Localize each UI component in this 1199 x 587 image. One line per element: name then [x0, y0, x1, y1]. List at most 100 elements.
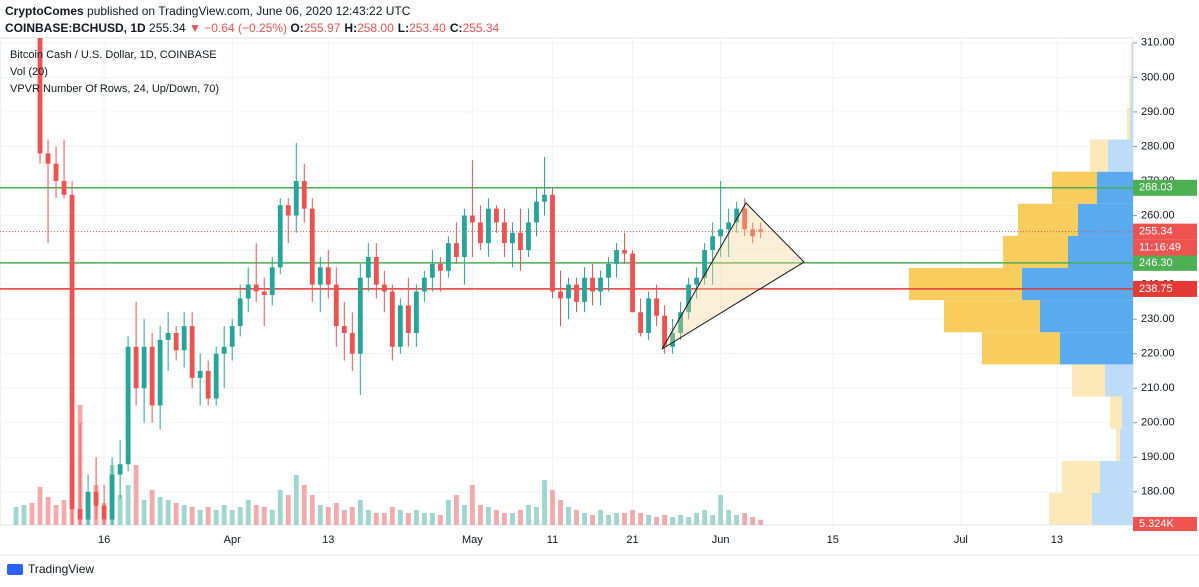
candle-body: [109, 474, 115, 520]
y-tick-label: 300.00: [1141, 71, 1175, 83]
candle-body: [670, 332, 675, 347]
published: published on TradingView.com, June 06, 2…: [87, 4, 411, 18]
symbol: COINBASE:BCHUSD, 1D: [5, 21, 146, 35]
candle-body: [622, 250, 627, 254]
volume-bar: [381, 513, 387, 525]
candle-body: [269, 267, 275, 295]
x-tick-label: Apr: [224, 534, 241, 546]
y-tick-label: 260.00: [1141, 209, 1175, 221]
profile-up: [1092, 492, 1133, 525]
price-line-label: 268.03: [1139, 182, 1173, 194]
candle-body: [53, 163, 59, 181]
candle-body: [125, 346, 131, 465]
candle-body: [333, 284, 339, 327]
candle-body: [614, 250, 619, 264]
candle-body: [381, 284, 387, 292]
candle-body: [758, 229, 764, 232]
candle-body: [133, 346, 139, 389]
profile-up: [1131, 75, 1133, 108]
profile-up: [1108, 139, 1133, 172]
candle-body: [325, 267, 331, 285]
candle-body: [189, 326, 195, 378]
price: 255.34: [149, 21, 186, 35]
candle-body: [309, 208, 315, 285]
candle-body: [686, 284, 692, 313]
candle-body: [45, 153, 51, 164]
volume-bar: [662, 515, 667, 525]
profile-down: [1018, 203, 1078, 236]
profile-down: [1131, 43, 1132, 76]
y-tick-label: 290.00: [1141, 106, 1175, 118]
candle-body: [694, 277, 700, 285]
legend-entry: VPVR Number Of Rows, 24, Up/Down, 70): [10, 83, 219, 95]
candle-body: [718, 229, 724, 237]
candle-body: [37, 38, 43, 154]
candle-body: [445, 243, 451, 271]
legend-entry: Bitcoin Cash / U.S. Dollar, 1D, COINBASE: [10, 49, 217, 61]
candle-body: [437, 263, 443, 271]
volume-bar: [421, 513, 427, 525]
candle-body: [542, 194, 547, 202]
volume-bar: [758, 519, 764, 525]
volume-bar: [341, 510, 347, 525]
volume-bar: [606, 515, 611, 525]
volume-bar: [702, 510, 708, 525]
candle-body: [261, 291, 267, 295]
candle-body: [85, 491, 91, 520]
volume-bar: [125, 485, 131, 525]
candle-body: [101, 505, 107, 520]
volume-bar: [37, 487, 43, 525]
x-tick-label: Jun: [712, 534, 730, 546]
volume-bar: [237, 507, 243, 525]
y-tick-label: 310.00: [1141, 37, 1175, 49]
volume-bar: [558, 500, 563, 525]
volume-bar: [141, 500, 147, 525]
volume-bar: [357, 500, 363, 525]
candle-body: [742, 208, 748, 230]
volume-bar: [718, 495, 724, 525]
volume-bar: [229, 510, 235, 525]
volume-bar: [157, 497, 163, 525]
volume-bar: [45, 497, 51, 525]
candle-body: [165, 332, 171, 340]
price-line-box: [1133, 280, 1197, 297]
candle-body: [638, 312, 643, 333]
volume-bar: [29, 503, 35, 525]
volume-bar: [269, 510, 275, 525]
volume-bar: [205, 507, 211, 525]
candle-body: [598, 277, 603, 292]
candle-body: [157, 339, 163, 406]
candle-body: [518, 232, 523, 251]
author: CryptoComes: [5, 4, 84, 18]
candle-body: [397, 305, 403, 347]
candle-body: [478, 222, 483, 244]
volume-bar: [590, 515, 595, 525]
volume-bar: [638, 513, 643, 525]
brand: TradingView: [28, 562, 94, 576]
ohlc-value: 255.34: [462, 21, 500, 35]
x-tick-label: 11: [547, 534, 558, 546]
volume-bar: [750, 517, 756, 525]
volume-bar: [742, 513, 748, 525]
candle-body: [502, 222, 507, 244]
volume-bar: [277, 490, 283, 525]
volume-bar: [325, 507, 331, 525]
profile-up: [1040, 300, 1133, 333]
candle-body: [405, 305, 411, 333]
y-tick-label: 280.00: [1141, 140, 1175, 152]
ohlc-label: C:: [449, 21, 463, 35]
profile-up: [1100, 460, 1133, 493]
volume-bar: [598, 510, 603, 525]
candle-body: [389, 291, 395, 347]
profile-down: [1072, 364, 1105, 397]
x-tick-label: May: [462, 534, 483, 546]
volume-bar: [614, 513, 619, 525]
profile-down: [1127, 107, 1130, 140]
volume-bar: [245, 500, 251, 525]
candle-body: [277, 205, 283, 268]
candle-body: [454, 243, 459, 257]
volume-bar: [429, 513, 435, 525]
volume-bar: [734, 515, 740, 525]
volume-bar: [526, 505, 531, 525]
candle-body: [494, 208, 499, 223]
